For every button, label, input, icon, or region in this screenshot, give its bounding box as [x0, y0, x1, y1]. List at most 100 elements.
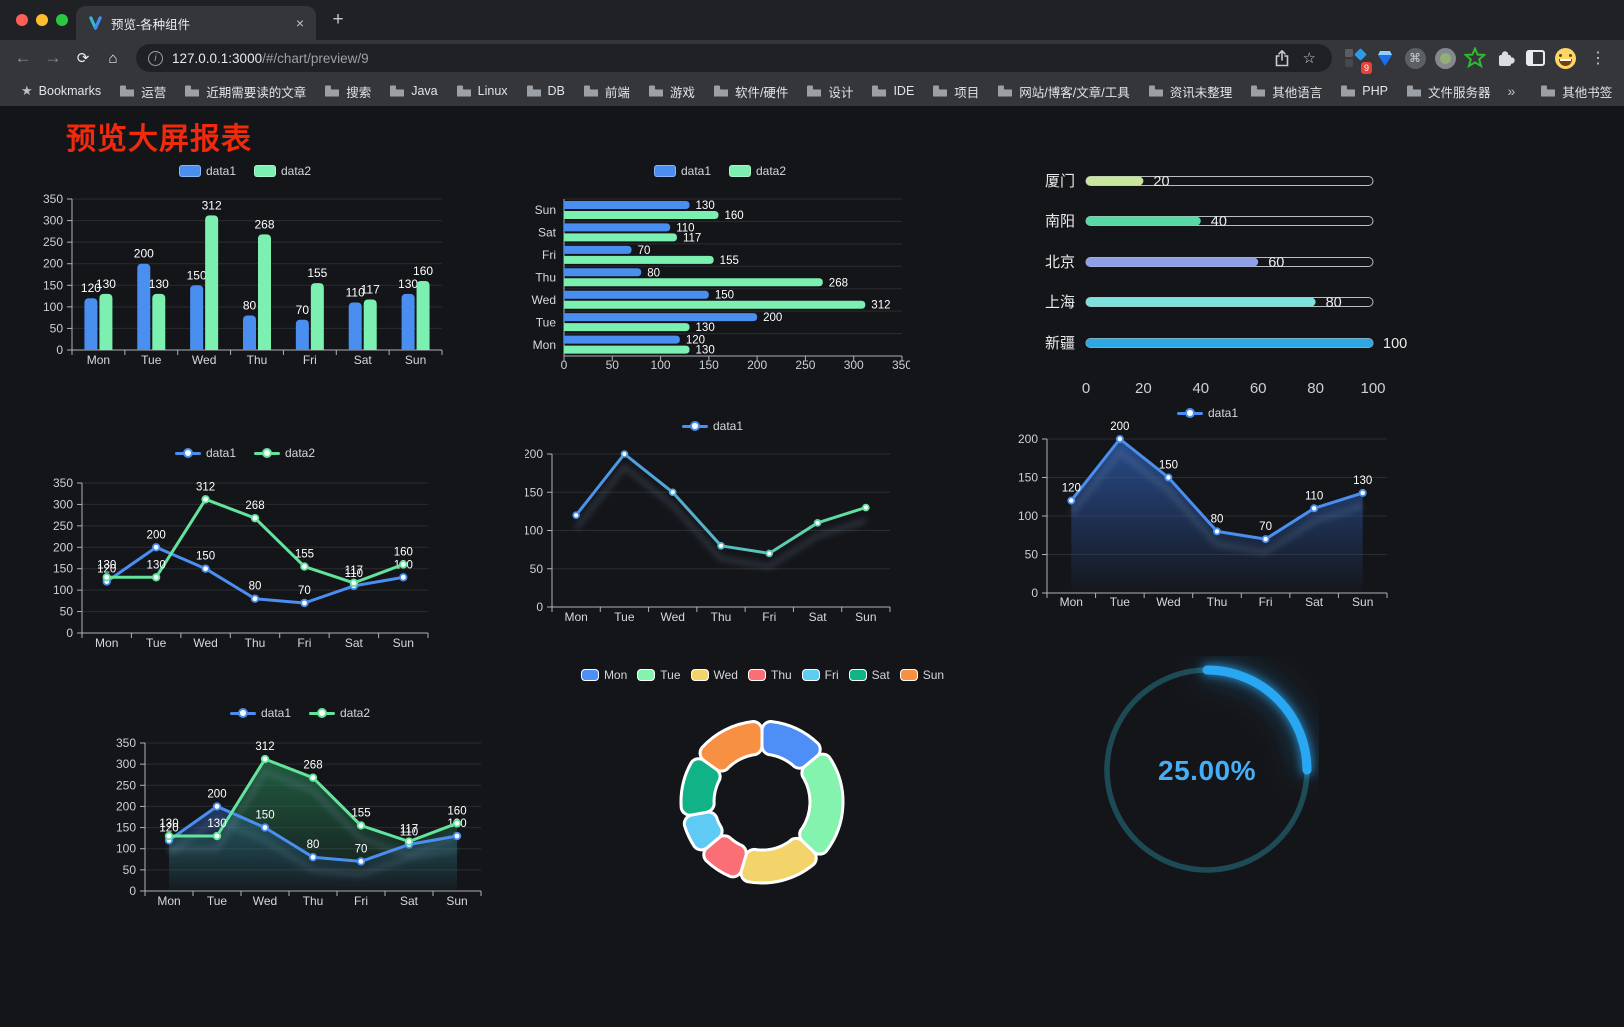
chart-canvas[interactable]: 0 50 100 150 200 Mon Tue Wed Thu Fri Sat Sun 120 200 1… [1015, 404, 1400, 619]
chart-canvas[interactable]: 0 50 100 150 200 Mon Tue Wed Thu Fri Sat Sun [525, 414, 900, 629]
command-extension-icon[interactable]: ⌘ [1402, 45, 1428, 71]
url-text[interactable]: 127.0.0.1:3000/#/chart/preview/9 [172, 51, 369, 66]
chart-canvas[interactable]: 25.00% [1095, 656, 1319, 884]
chart-horizontal-bar[interactable]: 0 50 100 150 200 250 300 350 Sun 130 160 Sat 110 117 F… [530, 156, 910, 371]
sidebar-extension-icon[interactable] [1522, 45, 1548, 71]
puzzle-extension-icon[interactable] [1492, 45, 1518, 71]
legend-item-data2[interactable]: data2 [309, 706, 370, 720]
svg-text:250: 250 [43, 235, 63, 249]
chart-area-single[interactable]: 0 50 100 150 200 Mon Tue Wed Thu Fri Sat Sun 120 200 1… [1015, 404, 1400, 619]
minimize-window-button[interactable] [36, 14, 48, 26]
legend-item-Sun[interactable]: Sun [899, 668, 944, 682]
grid-square-icon [1345, 49, 1353, 57]
bookmark-item[interactable]: Linux [447, 76, 517, 106]
browser-tab[interactable]: 预览-各种组件 × [76, 6, 316, 40]
bookmark-item[interactable]: 软件/硬件 [704, 76, 797, 106]
svg-text:Thu: Thu [711, 610, 732, 624]
svg-text:新疆: 新疆 [1045, 335, 1075, 352]
new-tab-button[interactable]: + [332, 9, 344, 30]
forward-icon[interactable]: → [44, 48, 62, 67]
back-icon[interactable]: ← [14, 48, 32, 67]
extension-badge: 9 [1360, 62, 1372, 74]
chart-canvas[interactable]: 0 50 100 150 200 250 300 350 Mon Tue Wed Thu Fri Sat S… [105, 701, 495, 921]
svg-text:0: 0 [1031, 586, 1038, 600]
chart-canvas[interactable]: 0 50 100 150 200 250 300 350 Mon Tue Wed Thu Fri Sat S… [40, 156, 450, 371]
zoom-window-button[interactable] [56, 14, 68, 26]
legend-item-data2[interactable]: data2 [729, 164, 786, 178]
bookmark-item[interactable]: 搜索 [315, 76, 380, 106]
legend-item-data1[interactable]: data1 [653, 164, 711, 178]
legend-label: data1 [1207, 406, 1239, 420]
bookmark-item[interactable]: 近期需要读的文章 [175, 76, 315, 106]
legend-item-Wed[interactable]: Wed [690, 668, 738, 682]
url-path: /#/chart/preview/9 [262, 50, 369, 66]
legend-item-Thu[interactable]: Thu [747, 668, 792, 682]
bookmark-item[interactable]: 运营 [110, 76, 175, 106]
close-window-button[interactable] [16, 14, 28, 26]
menu-kebab-icon[interactable]: ⋮ [1590, 50, 1606, 67]
grid-extension-icon[interactable]: 9 [1342, 45, 1372, 74]
chart-area-two-series[interactable]: 0 50 100 150 200 250 300 350 Mon Tue Wed Thu Fri Sat S… [105, 701, 495, 921]
bookmark-item[interactable]: 文件服务器 [1397, 76, 1500, 106]
chart-percent-gauge[interactable]: 25.00% [1095, 656, 1319, 884]
bookmark-item[interactable]: 游戏 [639, 76, 704, 106]
legend-item-Tue[interactable]: Tue [637, 668, 681, 682]
other-bookmarks-item[interactable]: 其他书签 [1531, 76, 1621, 106]
svg-text:155: 155 [720, 255, 739, 267]
chart-canvas[interactable] [565, 661, 960, 991]
home-icon[interactable]: ⌂ [108, 49, 118, 67]
legend-item-data1[interactable]: data1 [681, 419, 743, 433]
bookmark-item[interactable]: PHP [1331, 76, 1397, 106]
svg-text:Fri: Fri [1259, 595, 1273, 609]
svg-text:150: 150 [43, 278, 63, 292]
bookmark-item[interactable]: 前端 [574, 76, 639, 106]
legend-line-marker-icon [309, 707, 335, 719]
emoji-extension-icon[interactable] [1552, 45, 1578, 71]
green-star-extension-icon[interactable] [1462, 45, 1488, 71]
chart-weekday-donut[interactable]: Mon Tue Wed Thu Fri Sat Sun [565, 661, 960, 991]
chart-grouped-bar[interactable]: 0 50 100 150 200 250 300 350 Mon Tue Wed Thu Fri Sat S… [40, 156, 450, 371]
chart-line-gradient[interactable]: 0 50 100 150 200 Mon Tue Wed Thu Fri Sat Sun data1 [525, 414, 900, 629]
legend-item-Sat[interactable]: Sat [848, 668, 890, 682]
legend-item-data1[interactable]: data1 [1176, 406, 1239, 420]
legend-label: data2 [285, 446, 316, 460]
chart-legend: data1 data2 [40, 446, 450, 460]
chart-city-progress[interactable]: 厦门 20 南阳 40 北京 60 上海 80 新疆 100 0 20 40 60 80 100 [1020, 156, 1415, 406]
gem-extension-icon[interactable] [1372, 45, 1398, 71]
svg-text:Tue: Tue [141, 353, 162, 367]
site-info-icon[interactable]: i [148, 50, 163, 66]
svg-text:120: 120 [159, 822, 178, 834]
bookmarks-overflow-chevron[interactable]: » [1507, 83, 1516, 99]
svg-text:350: 350 [892, 358, 910, 371]
bookmark-item[interactable]: 网站/博客/文章/工具 [988, 76, 1138, 106]
chart-canvas[interactable]: 厦门 20 南阳 40 北京 60 上海 80 新疆 100 0 20 40 60 80 100 [1020, 156, 1415, 406]
chart-line-two-series[interactable]: 0 50 100 150 200 250 300 350 Mon Tue Wed Thu Fri Sat S… [40, 441, 450, 656]
bookmark-item[interactable]: 项目 [923, 76, 988, 106]
record-extension-icon[interactable] [1432, 45, 1458, 71]
bookmark-star-icon[interactable]: ☆ [1302, 50, 1316, 67]
bookmark-item[interactable]: DB [517, 76, 574, 106]
bookmark-item[interactable]: 其他语言 [1241, 76, 1331, 106]
bookmarks-root-item[interactable]: ★ Bookmarks [12, 76, 110, 106]
tab-title: 预览-各种组件 [111, 17, 191, 32]
legend-item-data2[interactable]: data2 [254, 446, 315, 460]
chart-canvas[interactable]: 0 50 100 150 200 250 300 350 Mon Tue Wed Thu Fri Sat S… [40, 441, 450, 656]
reload-icon[interactable]: ⟳ [76, 50, 90, 67]
address-bar[interactable]: i 127.0.0.1:3000/#/chart/preview/9 ☆ [136, 44, 1332, 72]
legend-item-data2[interactable]: data2 [254, 164, 311, 178]
bookmark-item[interactable]: Java [380, 76, 446, 106]
share-icon[interactable] [1274, 49, 1290, 67]
legend-label: Mon [603, 668, 628, 682]
bookmark-item[interactable]: IDE [862, 76, 923, 106]
legend-item-Mon[interactable]: Mon [580, 668, 628, 682]
bookmark-item[interactable]: 资讯未整理 [1139, 76, 1242, 106]
folder-icon [807, 85, 822, 97]
legend-item-Fri[interactable]: Fri [801, 668, 839, 682]
legend-item-data1[interactable]: data1 [229, 706, 291, 720]
legend-item-data1[interactable]: data1 [178, 164, 236, 178]
svg-text:50: 50 [50, 321, 64, 335]
bookmark-item[interactable]: 设计 [797, 76, 862, 106]
close-tab-icon[interactable]: × [295, 15, 304, 31]
legend-item-data1[interactable]: data1 [174, 446, 236, 460]
